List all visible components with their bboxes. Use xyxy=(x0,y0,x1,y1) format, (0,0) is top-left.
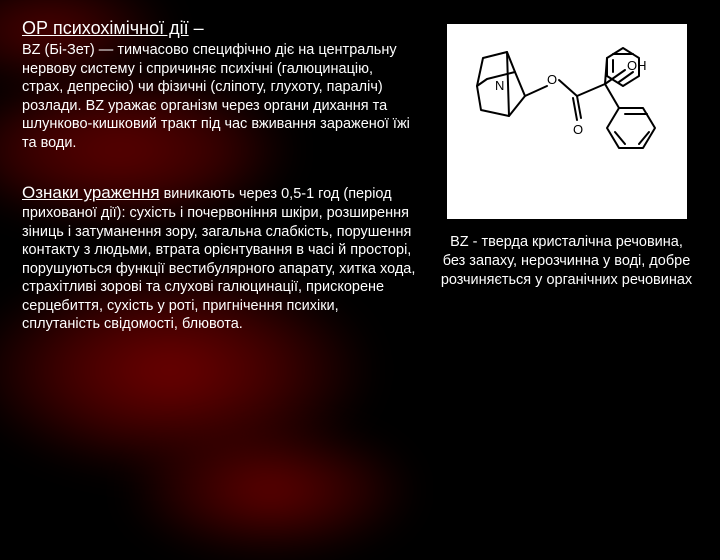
figure-caption: BZ - тверда кристалічна речовина, без за… xyxy=(435,233,698,290)
text-column: ОР психохімічної дії – BZ (Бі-Зет) — тим… xyxy=(22,18,417,540)
section-2-title: Ознаки ураження xyxy=(22,183,160,202)
svg-text:N: N xyxy=(495,78,504,93)
oh-label: OH xyxy=(627,58,647,73)
spacer xyxy=(22,152,417,182)
section-1-dash: – xyxy=(189,18,204,38)
molecule-diagram: N O O OH xyxy=(447,24,687,219)
slide-content: ОР психохімічної дії – BZ (Бі-Зет) — тим… xyxy=(0,0,720,540)
svg-text:O: O xyxy=(547,72,557,87)
section-1: ОР психохімічної дії – BZ (Бі-Зет) — тим… xyxy=(22,18,417,152)
bz-structure-icon: N O O OH xyxy=(447,24,687,219)
section-1-body: BZ (Бі-Зет) — тимчасово специфічно діє н… xyxy=(22,41,417,152)
section-2-body: виникають через 0,5-1 год (період прихов… xyxy=(22,186,415,332)
section-2: Ознаки ураження виникають через 0,5-1 го… xyxy=(22,182,417,334)
figure-column: N O O OH xyxy=(435,18,698,540)
svg-text:O: O xyxy=(573,122,583,137)
section-1-title: ОР психохімічної дії xyxy=(22,18,189,38)
